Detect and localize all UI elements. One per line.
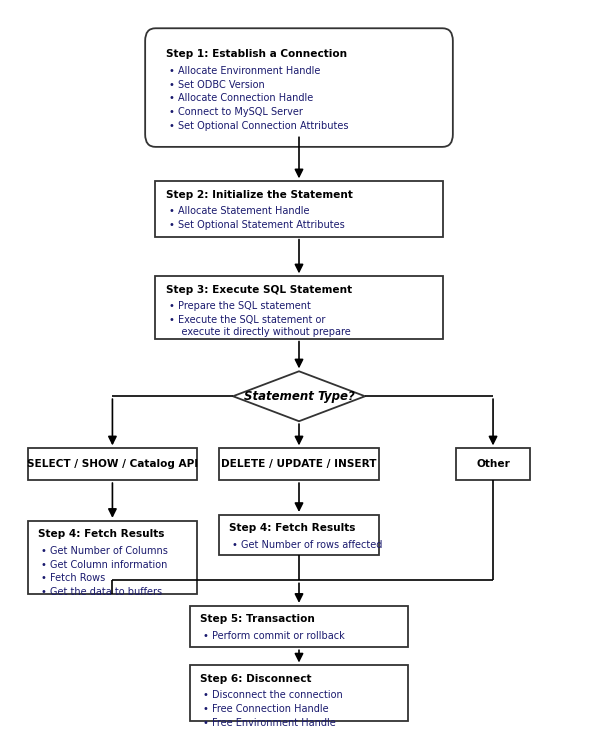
Text: Other: Other (476, 459, 510, 469)
FancyBboxPatch shape (219, 515, 379, 555)
FancyBboxPatch shape (456, 448, 530, 481)
Text: Statement Type?: Statement Type? (243, 390, 355, 402)
Text: • Free Connection Handle: • Free Connection Handle (203, 705, 329, 714)
Text: • Execute the SQL statement or
    execute it directly without prepare: • Execute the SQL statement or execute i… (169, 315, 350, 337)
Text: • Get the data to buffers: • Get the data to buffers (41, 587, 162, 598)
Text: • Prepare the SQL statement: • Prepare the SQL statement (169, 301, 310, 311)
Text: • Disconnect the connection: • Disconnect the connection (203, 691, 343, 700)
Text: • Get Column information: • Get Column information (41, 559, 167, 570)
Text: • Fetch Rows: • Fetch Rows (41, 573, 105, 584)
Text: • Allocate Environment Handle: • Allocate Environment Handle (169, 66, 320, 76)
FancyBboxPatch shape (145, 28, 453, 147)
FancyBboxPatch shape (155, 276, 443, 339)
FancyBboxPatch shape (28, 521, 197, 593)
FancyBboxPatch shape (219, 448, 379, 481)
Text: • Free Environment Handle: • Free Environment Handle (203, 718, 336, 728)
Text: • Set ODBC Version: • Set ODBC Version (169, 80, 264, 90)
Text: Step 3: Execute SQL Statement: Step 3: Execute SQL Statement (166, 284, 352, 295)
Text: Step 1: Establish a Connection: Step 1: Establish a Connection (166, 49, 347, 59)
Text: Step 5: Transaction: Step 5: Transaction (200, 614, 315, 624)
Text: Step 4: Fetch Results: Step 4: Fetch Results (38, 529, 164, 539)
FancyBboxPatch shape (190, 666, 408, 721)
FancyBboxPatch shape (155, 181, 443, 237)
Text: DELETE / UPDATE / INSERT: DELETE / UPDATE / INSERT (221, 459, 377, 469)
Text: SELECT / SHOW / Catalog API: SELECT / SHOW / Catalog API (27, 459, 198, 469)
Polygon shape (233, 371, 365, 422)
Text: Step 2: Initialize the Statement: Step 2: Initialize the Statement (166, 189, 353, 200)
Text: • Set Optional Statement Attributes: • Set Optional Statement Attributes (169, 220, 344, 230)
Text: • Get Number of Columns: • Get Number of Columns (41, 545, 168, 556)
FancyBboxPatch shape (28, 448, 197, 481)
Text: • Allocate Connection Handle: • Allocate Connection Handle (169, 94, 313, 103)
Text: • Perform commit or rollback: • Perform commit or rollback (203, 631, 345, 640)
Text: Step 6: Disconnect: Step 6: Disconnect (200, 674, 312, 684)
Text: • Allocate Statement Handle: • Allocate Statement Handle (169, 206, 309, 216)
FancyBboxPatch shape (190, 606, 408, 647)
Text: • Get Number of rows affected: • Get Number of rows affected (232, 539, 382, 550)
Text: • Set Optional Connection Attributes: • Set Optional Connection Attributes (169, 121, 348, 131)
Text: • Connect to MySQL Server: • Connect to MySQL Server (169, 108, 303, 117)
Text: Step 4: Fetch Results: Step 4: Fetch Results (229, 523, 355, 533)
